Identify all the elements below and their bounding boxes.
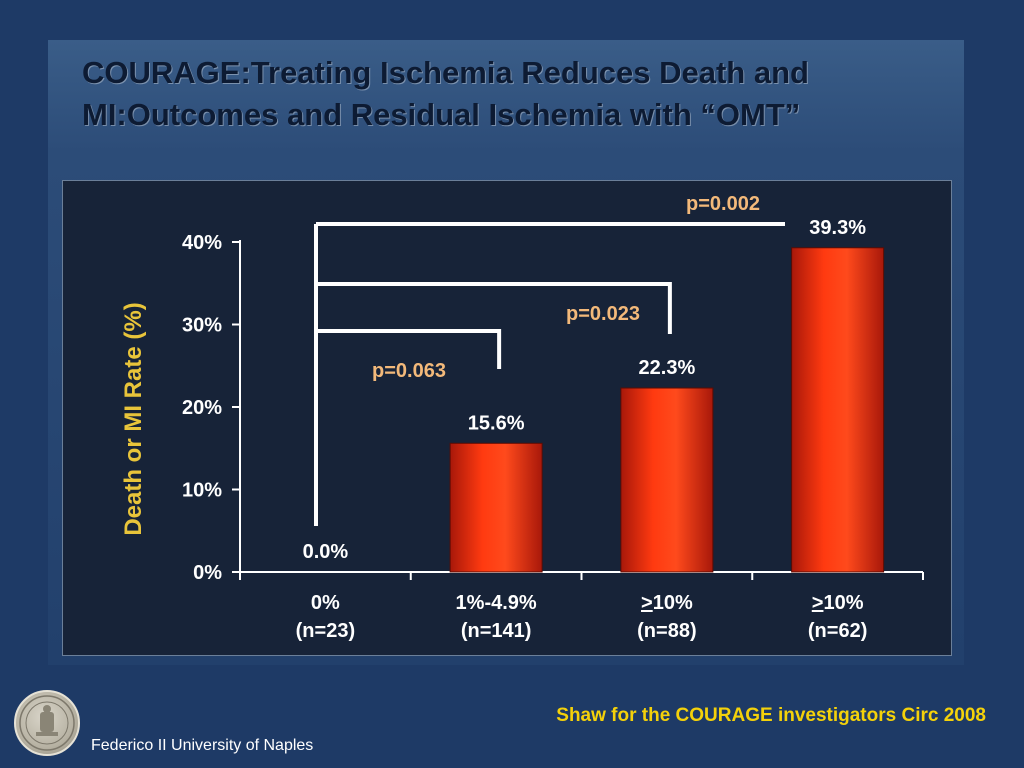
x-tick-label-count: (n=141) [461, 620, 532, 642]
y-tick-label: 40% [182, 232, 222, 254]
y-axis-label: Death or MI Rate (%) [120, 302, 147, 535]
data-label: 0.0% [303, 541, 349, 563]
bar [449, 442, 543, 573]
x-tick-label-prefix: > [641, 592, 653, 614]
slide-title: COURAGE:Treating Ischemia Reduces Death … [82, 52, 962, 136]
data-label: 22.3% [639, 357, 696, 379]
x-tick-label: 1%-4.9% [456, 592, 537, 614]
data-label: 15.6% [468, 412, 525, 434]
bar [791, 247, 885, 573]
x-tick-label-text: 10% [823, 592, 863, 614]
bar [620, 387, 714, 573]
x-tick-label: >10% [641, 592, 693, 614]
p-value-label: p=0.002 [686, 193, 760, 215]
x-tick-label: >10% [812, 592, 864, 614]
p-value-label: p=0.023 [566, 303, 640, 325]
x-tick-label-text: 0% [311, 592, 340, 614]
x-tick-label-text: 10% [653, 592, 693, 614]
slide-title-line2: MI:Outcomes and Residual Ischemia with “… [82, 97, 801, 132]
x-tick-label-count: (n=62) [808, 620, 867, 642]
p-value-label: p=0.063 [372, 360, 446, 382]
y-tick-label: 0% [193, 562, 222, 584]
x-tick-label-text: 1%-4.9% [456, 592, 537, 614]
x-tick-label-prefix: > [812, 592, 824, 614]
y-tick-label: 10% [182, 480, 222, 502]
x-tick-label: 0% [311, 592, 340, 614]
y-tick-label: 30% [182, 315, 222, 337]
x-tick-label-count: (n=23) [296, 620, 355, 642]
y-tick-label: 20% [182, 397, 222, 419]
slide-title-line1: COURAGE:Treating Ischemia Reduces Death … [82, 55, 809, 90]
university-seal-icon [14, 690, 80, 756]
chart-area: Death or MI Rate (%) 0% 10% 20% 30% 40% 0.0% 1… [62, 180, 952, 656]
data-label: 39.3% [809, 217, 866, 239]
bar-chart: Death or MI Rate (%) 0% 10% 20% 30% 40% 0.0% 1… [120, 193, 924, 642]
x-tick-label-count: (n=88) [637, 620, 696, 642]
footer-institution: Federico II University of Naples [91, 737, 314, 754]
footer-citation: Shaw for the COURAGE investigators Circ … [556, 705, 986, 726]
